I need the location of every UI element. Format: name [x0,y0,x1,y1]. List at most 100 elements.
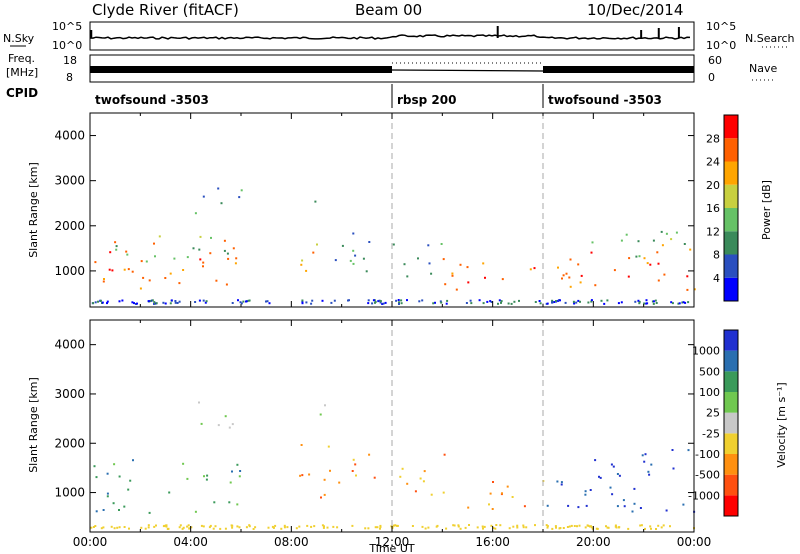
ground-scatter-pixel [577,299,580,302]
ground-scatter-pixel [620,301,623,304]
scatter-pixel [675,231,678,234]
ground-scatter-pixel [445,527,448,530]
scatter-pixel [111,269,114,272]
freq-band [90,66,392,73]
ground-scatter-pixel [589,525,592,528]
nave-label: Nave [749,62,777,75]
freq-line [391,69,544,72]
ground-scatter-pixel [681,301,684,304]
ground-scatter-pixel [90,526,93,529]
ground-scatter-pixel [322,526,325,529]
ground-scatter-pixel [391,525,394,528]
ground-scatter-pixel [669,525,671,528]
x-tick-label: 16:00 [475,535,510,549]
scatter-pixel [231,470,233,473]
scatter-pixel [451,272,454,275]
scatter-pixel [417,257,419,260]
velocity-axes: 1000 2000 3000 4000 00:00 04:00 08:00 12:00 16:0… [54,320,711,549]
scatter-pixel [354,463,357,466]
scatter-pixel [693,288,696,291]
ground-scatter-pixel [654,299,657,302]
ground-scatter-pixel [606,299,609,302]
ground-scatter-pixel [482,302,485,305]
ground-scatter-pixel [372,299,375,302]
velocity-colorbar-tick-label: 1000 [692,345,720,358]
ground-scatter-pixel [457,525,460,528]
scatter-pixel [236,503,239,506]
scatter-pixel [565,272,568,275]
scatter-pixel [430,493,433,496]
scatter-pixel [198,401,200,404]
ground-scatter-pixel [301,300,304,303]
ground-scatter-pixel [534,301,537,303]
ground-scatter-pixel [113,527,116,530]
ground-scatter-pixel [440,301,443,304]
scatter-pixel [492,481,494,483]
scatter-pixel [106,495,109,498]
scatter-pixel [123,505,126,508]
ground-scatter-pixel [190,526,193,529]
scatter-pixel [106,492,109,495]
ground-scatter-pixel [546,302,549,305]
ground-scatter-pixel [200,524,203,527]
ground-scatter-pixel [378,299,381,302]
scatter-pixel [373,476,376,479]
scatter-pixel [355,474,357,477]
ground-scatter-pixel [478,299,481,302]
ground-scatter-pixel [265,300,267,303]
scatter-pixel [125,250,128,253]
scatter-pixel [682,503,685,506]
ground-scatter-pixel [209,524,212,527]
scatter-pixel [118,475,121,478]
velocity-colorbar-tick-label: -25 [702,427,720,440]
ground-scatter-pixel [482,527,484,530]
ground-scatter-pixel [634,300,637,303]
scatter-pixel [305,269,308,272]
scatter-pixel [240,189,243,192]
ground-scatter-pixel [638,300,641,303]
scatter-pixel [442,258,445,261]
ground-scatter-pixel [301,302,304,305]
ground-scatter-pixel [457,524,460,527]
scatter-pixel [95,476,98,479]
station-title: Clyde River (fitACF) [92,1,239,19]
ground-scatter-pixel [670,301,673,304]
ground-scatter-pixel [236,525,239,528]
ground-scatter-pixel [427,526,430,529]
scatter-pixel [354,254,357,257]
nsearch-tick-bottom: 10^0 [706,39,736,52]
power-colorbar-swatch [724,138,738,162]
scatter-pixel [671,449,674,451]
power-axes: 1000 2000 3000 4000 [54,113,695,307]
ground-scatter-pixel [147,526,150,529]
ground-scatter-pixel [662,524,665,527]
scatter-pixel [670,238,673,241]
ground-scatter-pixel [684,301,687,304]
scatter-pixel [220,202,223,205]
freq-unit-label: [MHz] [6,66,38,79]
power-colorbar-tick-label: 20 [706,179,720,192]
ground-scatter-pixel [614,524,617,527]
velocity-heatmap [90,320,696,532]
scatter-pixel [618,474,621,477]
scatter-pixel [148,511,151,514]
ground-scatter-pixel [379,527,381,530]
scatter-pixel [613,269,616,272]
ground-scatter-pixel [149,299,152,302]
scatter-pixel [633,502,636,505]
power-colorbar-swatch [724,277,738,301]
scatter-pixel [625,233,628,236]
y-tick-label: 3000 [54,174,85,188]
scatter-pixel [414,490,417,493]
scatter-pixel [352,249,355,252]
scatter-pixel [192,247,195,250]
ground-scatter-pixel [310,302,313,305]
ground-scatter-pixel [586,524,589,527]
scatter-pixel [638,255,641,258]
ground-scatter-pixel [492,527,495,529]
ground-scatter-pixel [351,524,354,527]
ground-scatter-pixel [618,526,621,529]
scatter-pixel [182,462,185,465]
scatter-pixel [223,239,226,242]
velocity-colorbar-swatch [724,474,738,496]
